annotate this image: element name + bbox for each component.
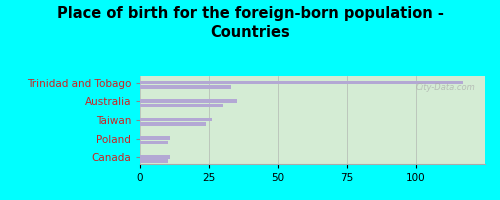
Bar <box>140 159 168 163</box>
Bar <box>140 99 236 103</box>
Bar <box>140 141 168 144</box>
Bar <box>140 122 206 126</box>
Bar <box>140 81 463 84</box>
Bar <box>140 136 170 140</box>
Text: City-Data.com: City-Data.com <box>416 83 476 92</box>
Bar <box>140 118 212 121</box>
Bar <box>140 104 223 107</box>
Bar <box>140 85 231 89</box>
Text: Place of birth for the foreign-born population -
Countries: Place of birth for the foreign-born popu… <box>56 6 444 40</box>
Bar <box>140 155 170 159</box>
